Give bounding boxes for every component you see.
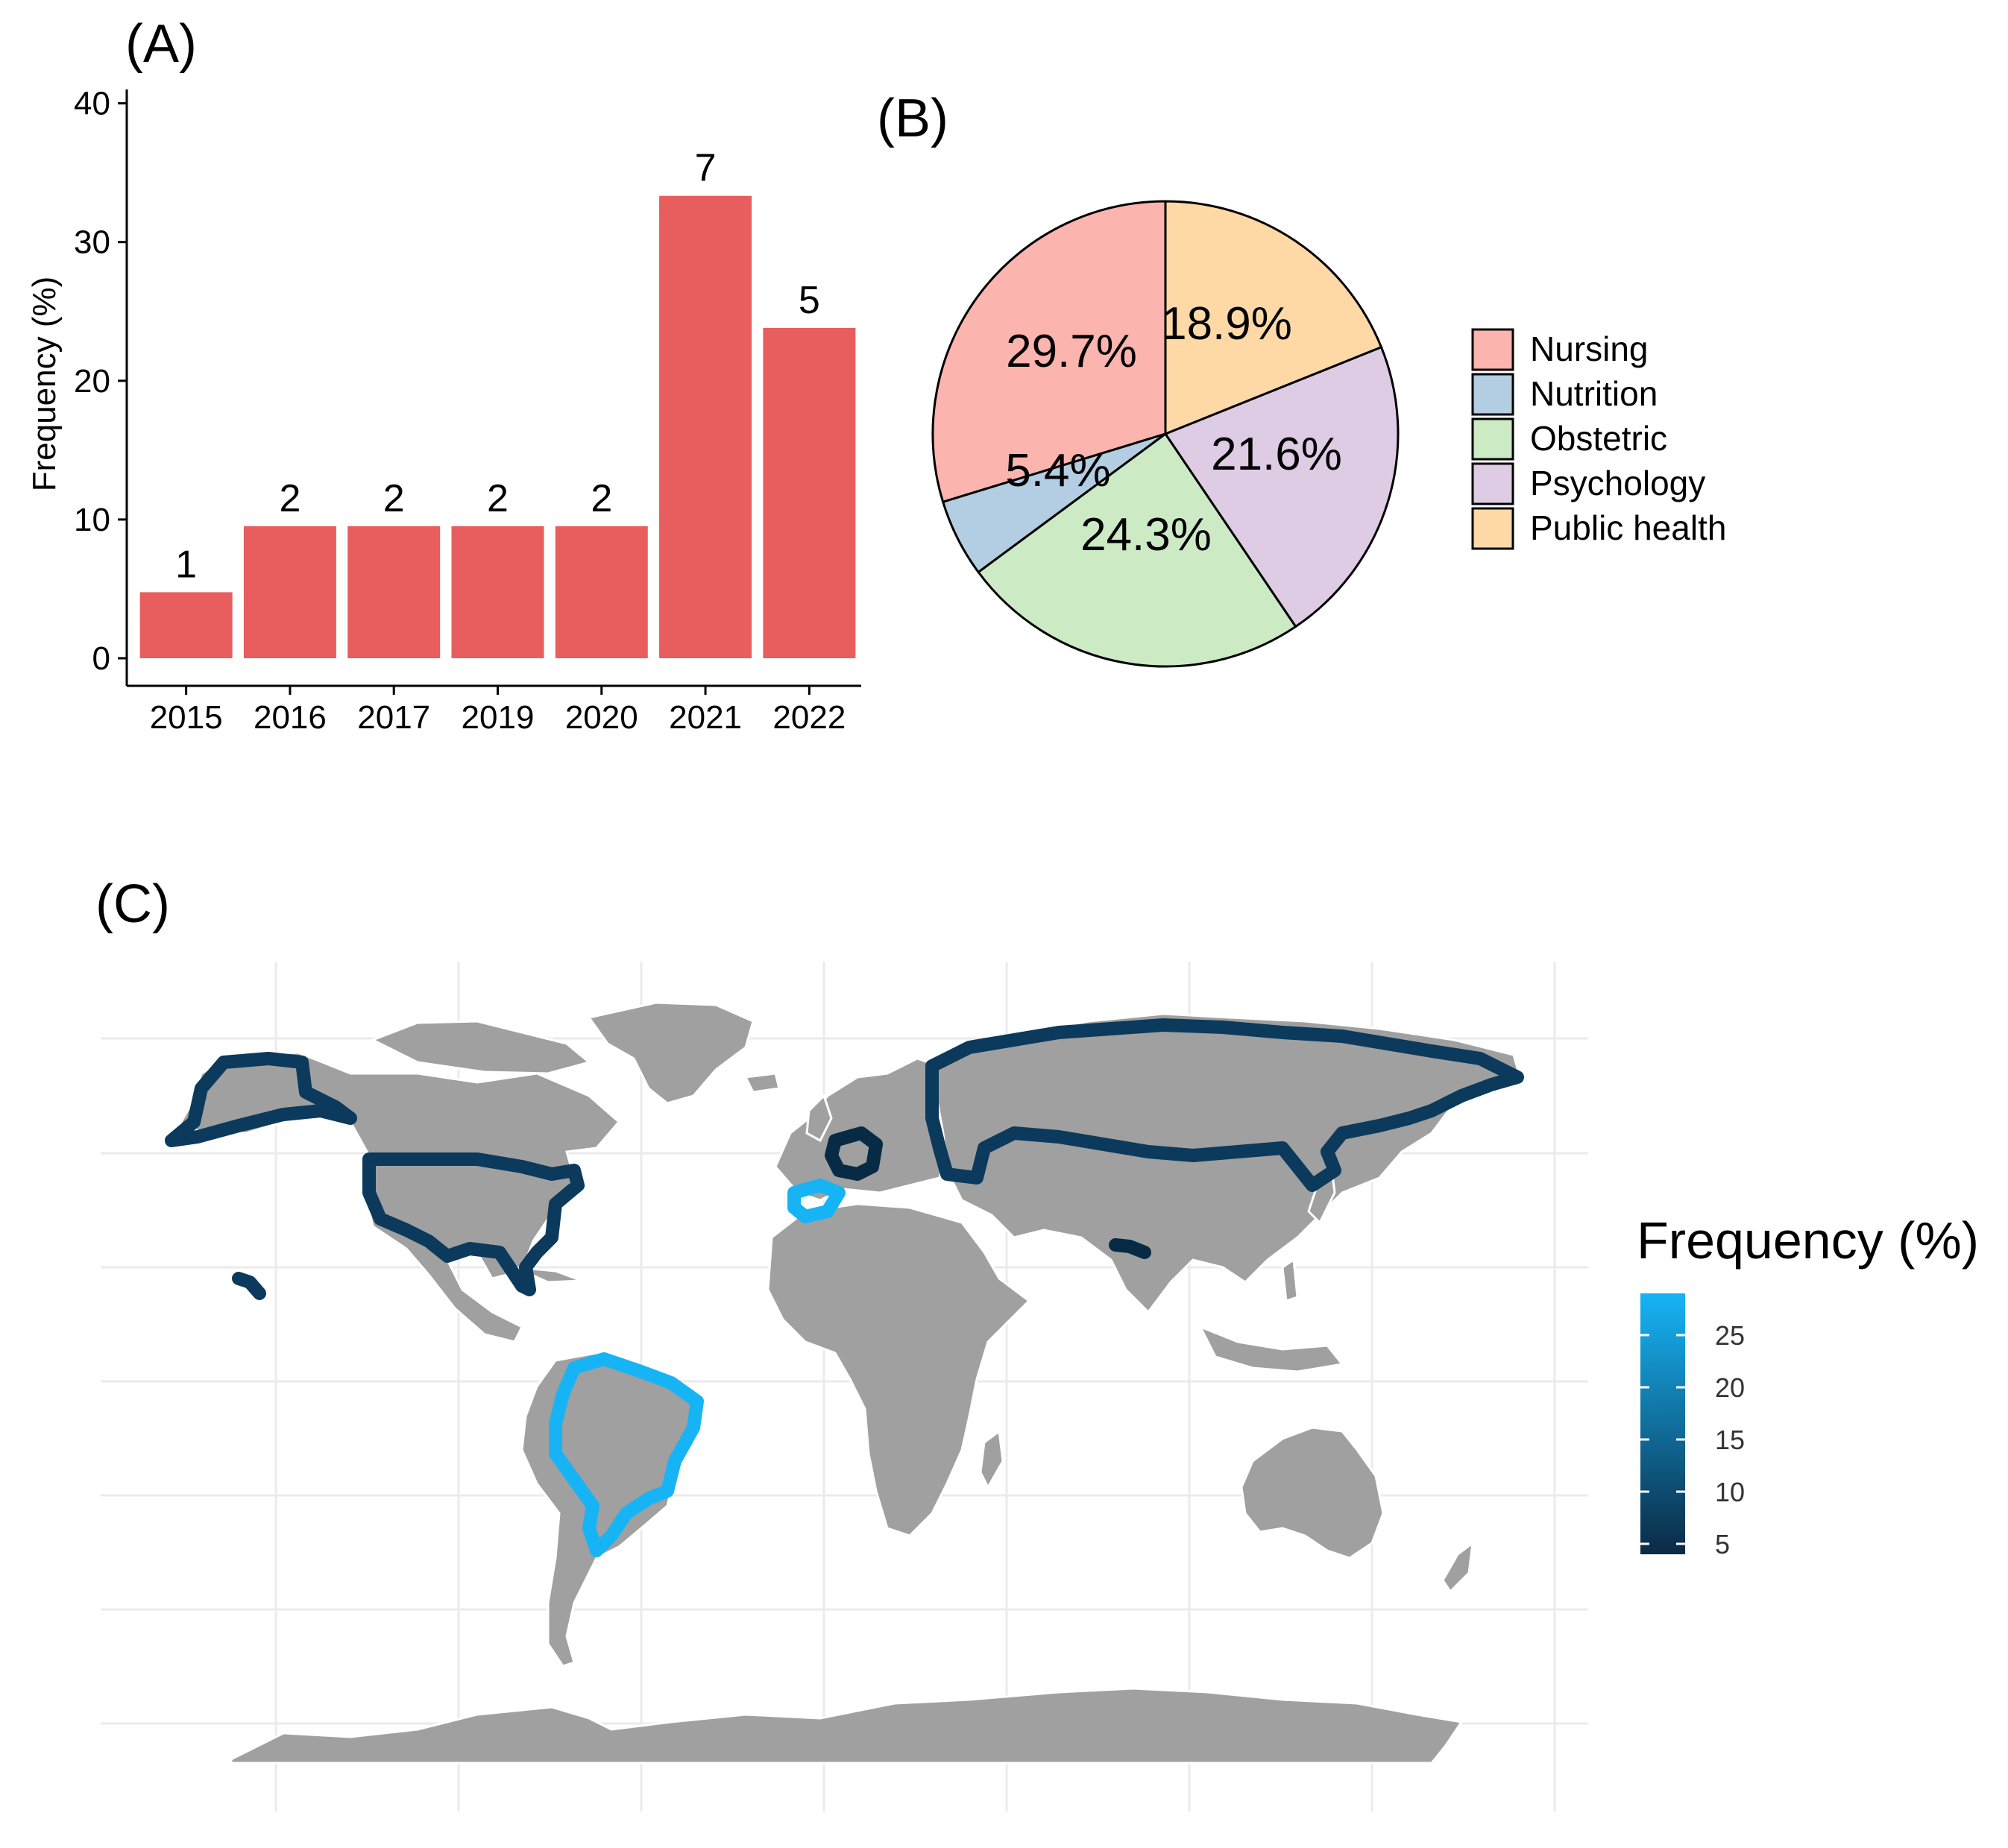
bar-data-label: 1 — [175, 543, 197, 586]
legend-tick-label: 20 — [1715, 1372, 1745, 1403]
bar-chart: Frequency (%) 0 10 20 30 40 1 2015 2 2016 2 2017 2 2… — [26, 86, 861, 736]
x-tick-label: 2022 — [772, 699, 846, 736]
pie-chart: 29.7% 5.4% 24.3% 21.6% 18.9% Nursing Nutritio… — [931, 200, 1726, 668]
bar-data-label: 2 — [279, 477, 300, 520]
legend-swatch — [1471, 373, 1514, 416]
new-zealand — [1441, 1540, 1474, 1594]
spain-outline — [787, 1179, 846, 1223]
madagascar — [979, 1429, 1004, 1490]
land-masses — [177, 1001, 1523, 1765]
bar — [659, 195, 752, 658]
bar — [555, 526, 648, 658]
brazil-outline — [549, 1352, 704, 1557]
x-tick-label: 2020 — [565, 699, 638, 736]
slice-label: 29.7% — [1006, 326, 1137, 377]
legend-swatch — [1471, 507, 1514, 550]
south-america — [520, 1352, 699, 1668]
y-axis-label: Frequency (%) — [26, 277, 63, 492]
panel-c-label: (C) — [95, 874, 170, 934]
bar-data-label: 2 — [383, 477, 405, 520]
y-tick-label: 40 — [74, 86, 110, 122]
antarctica — [230, 1687, 1464, 1765]
map-gridlines — [101, 962, 1588, 1811]
slice-label: 5.4% — [1005, 445, 1110, 496]
slice-label: 21.6% — [1211, 429, 1342, 480]
y-tick-label: 30 — [74, 224, 110, 261]
bar-data-label: 2 — [591, 477, 612, 520]
greenland — [587, 1001, 755, 1105]
legend-label: Psychology — [1530, 464, 1705, 502]
y-tick-label: 10 — [74, 502, 110, 538]
slice-label: 18.9% — [1161, 298, 1292, 350]
x-tick-label: 2017 — [357, 699, 430, 736]
hawaii-outline — [232, 1272, 266, 1300]
uk — [805, 1094, 833, 1143]
legend-swatch — [1471, 328, 1514, 371]
bar — [763, 327, 856, 658]
legend-label: Nursing — [1530, 329, 1649, 368]
bar — [451, 526, 544, 658]
slice-label: 24.3% — [1080, 509, 1212, 561]
legend-label: Obstetric — [1530, 419, 1667, 458]
pie-slice-obstetric — [977, 432, 1297, 668]
x-tick-label: 2015 — [150, 699, 223, 736]
bar — [139, 592, 233, 658]
highlighted-borders — [165, 1018, 1524, 1557]
africa — [767, 1202, 1031, 1537]
usa-outline — [362, 1152, 585, 1296]
legend-tick-label: 25 — [1715, 1320, 1745, 1351]
colorbar — [1640, 1293, 1685, 1554]
iceland — [743, 1072, 781, 1094]
bar — [347, 526, 441, 658]
bar-data-label: 5 — [799, 279, 820, 322]
north-america — [177, 1051, 621, 1343]
legend-tick-label: 15 — [1715, 1425, 1745, 1455]
x-tick-label: 2016 — [254, 699, 327, 736]
alaska-outline — [165, 1052, 357, 1147]
philippines — [1281, 1258, 1299, 1303]
legend-label: Public health — [1530, 508, 1726, 547]
pie-slice-nursing — [931, 200, 1167, 504]
australia — [1240, 1426, 1385, 1560]
y-tick-label: 0 — [92, 640, 110, 677]
bar — [243, 526, 336, 658]
nepal-outline — [1109, 1238, 1151, 1259]
pie-slice-public-health — [1164, 200, 1383, 436]
bar-data-label: 7 — [695, 147, 717, 190]
bar-data-label: 2 — [487, 477, 509, 520]
legend-title: Frequency (%) — [1637, 1211, 1979, 1270]
indonesia — [1197, 1325, 1344, 1373]
legend-swatch — [1471, 417, 1514, 461]
panel-b-label: (B) — [877, 89, 948, 148]
legend-tick-label: 10 — [1715, 1477, 1745, 1507]
arctic-islands — [370, 1020, 592, 1075]
france-outline — [825, 1126, 883, 1181]
pie-slice-psychology — [1163, 345, 1400, 628]
y-tick-label: 20 — [74, 363, 110, 400]
legend-label: Nutrition — [1530, 374, 1658, 413]
legend-swatch — [1471, 462, 1514, 505]
x-tick-label: 2019 — [462, 699, 535, 736]
russia-outline — [925, 1018, 1524, 1192]
legend-tick-label: 5 — [1715, 1529, 1730, 1560]
x-tick-label: 2021 — [669, 699, 742, 736]
map-legend: Frequency (%) 5 10 15 20 25 — [1637, 1211, 1979, 1560]
panel-a-label: (A) — [125, 14, 197, 74]
